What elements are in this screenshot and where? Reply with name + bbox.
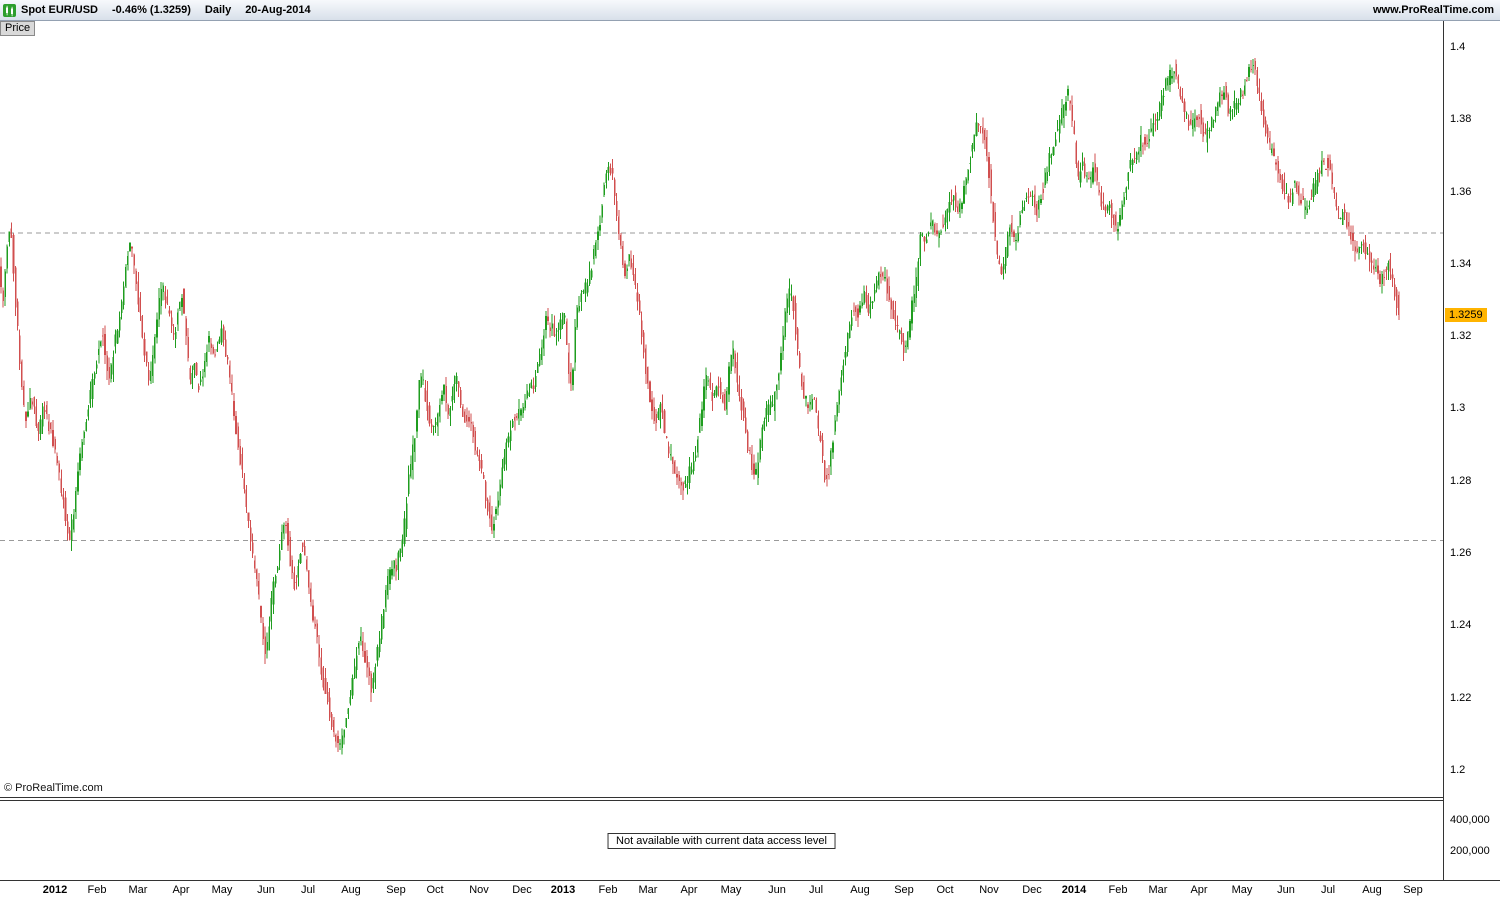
time-axis-month-label: Mar bbox=[1148, 884, 1168, 896]
price-pane[interactable]: © ProRealTime.com bbox=[0, 21, 1443, 798]
time-axis-month-label: Jul bbox=[300, 884, 316, 896]
price-axis-tick: 1.26 bbox=[1450, 547, 1472, 559]
time-axis-year-label: 2012 bbox=[42, 884, 68, 896]
price-axis-tick: 1.2 bbox=[1450, 764, 1466, 776]
time-axis-year-label: 2013 bbox=[550, 884, 576, 896]
volume-axis-tick: 400,000 bbox=[1450, 814, 1490, 826]
time-axis-month-label: Sep bbox=[1403, 884, 1423, 896]
volume-pane[interactable]: Not available with current data access l… bbox=[0, 800, 1443, 881]
website-label: www.ProRealTime.com bbox=[1372, 4, 1494, 16]
time-axis-month-label: Feb bbox=[1108, 884, 1128, 896]
time-axis-month-label: May bbox=[1231, 884, 1253, 896]
last-price-badge: 1.3259 bbox=[1445, 308, 1487, 322]
price-axis-tick: 1.36 bbox=[1450, 186, 1472, 198]
time-axis-month-label: Jun bbox=[1277, 884, 1295, 896]
time-axis-month-label: May bbox=[211, 884, 233, 896]
time-axis-month-label: Mar bbox=[638, 884, 658, 896]
price-axis-tick: 1.38 bbox=[1450, 113, 1472, 125]
time-axis-month-label: Jun bbox=[257, 884, 275, 896]
price-axis-tick: 1.28 bbox=[1450, 475, 1472, 487]
time-axis-month-label: Feb bbox=[87, 884, 107, 896]
time-axis-month-label: Apr bbox=[1190, 884, 1208, 896]
time-axis-month-label: Oct bbox=[936, 884, 954, 896]
price-axis-tick: 1.22 bbox=[1450, 692, 1472, 704]
time-axis-month-label: Aug bbox=[1362, 884, 1382, 896]
price-pane-tab[interactable]: Price bbox=[0, 21, 36, 36]
time-axis-month-label: May bbox=[720, 884, 742, 896]
price-axis-tick: 1.34 bbox=[1450, 258, 1472, 270]
time-axis[interactable]: 2012 Feb Mar Apr May Jun Jul Aug Sep Oct Nov Dec 201… bbox=[0, 881, 1460, 900]
time-axis-month-label: Sep bbox=[386, 884, 406, 896]
price-axis-tick: 1.3 bbox=[1450, 402, 1466, 414]
volume-axis-tick: 200,000 bbox=[1450, 845, 1490, 857]
time-axis-month-label: Dec bbox=[512, 884, 532, 896]
copyright-watermark: © ProRealTime.com bbox=[4, 782, 103, 794]
time-axis-month-label: Sep bbox=[894, 884, 914, 896]
time-axis-year-label: 2014 bbox=[1061, 884, 1087, 896]
price-axis-tick: 1.24 bbox=[1450, 619, 1472, 631]
time-axis-month-label: Jun bbox=[768, 884, 786, 896]
price-axis[interactable]: 1.3259 1.4 1.38 1.36 1.34 1.32 1.3 1.28 1.26 1.2… bbox=[1443, 21, 1500, 881]
time-axis-month-label: Aug bbox=[341, 884, 361, 896]
time-axis-month-label: Oct bbox=[426, 884, 444, 896]
symbol-name: Spot EUR/USD bbox=[21, 4, 98, 16]
time-axis-month-label: Apr bbox=[172, 884, 190, 896]
date-label: 20-Aug-2014 bbox=[245, 4, 311, 16]
time-axis-month-label: Jul bbox=[808, 884, 824, 896]
candlestick-chart[interactable] bbox=[0, 21, 1443, 797]
time-axis-month-label: Feb bbox=[598, 884, 618, 896]
candles-up-wick bbox=[4, 59, 1389, 755]
price-axis-tick: 1.32 bbox=[1450, 330, 1472, 342]
time-axis-month-label: Nov bbox=[979, 884, 999, 896]
candles-down-body bbox=[0, 61, 1400, 743]
time-axis-month-label: Mar bbox=[128, 884, 148, 896]
price-axis-tick: 1.4 bbox=[1450, 41, 1466, 53]
change-percent-label: -0.46% (1.3259) bbox=[112, 4, 191, 16]
time-axis-month-label: Dec bbox=[1022, 884, 1042, 896]
time-axis-month-label: Apr bbox=[680, 884, 698, 896]
title-bar: Spot EUR/USD -0.46% (1.3259) Daily 20-Au… bbox=[0, 0, 1500, 21]
timeframe-label: Daily bbox=[204, 4, 232, 16]
candlestick-chart-icon bbox=[3, 3, 16, 17]
volume-unavailable-message: Not available with current data access l… bbox=[607, 833, 836, 849]
candles-down-wick bbox=[0, 58, 1400, 752]
time-axis-month-label: Aug bbox=[850, 884, 870, 896]
candles-up-body bbox=[4, 64, 1390, 749]
time-axis-month-label: Jul bbox=[1320, 884, 1336, 896]
time-axis-month-label: Nov bbox=[469, 884, 489, 896]
